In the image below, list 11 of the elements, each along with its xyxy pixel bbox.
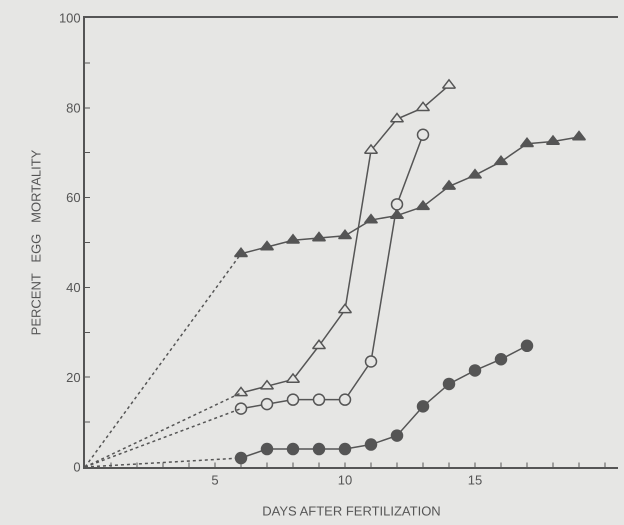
y-axis-title: PERCENT EGG MORTALITY [28,149,44,336]
x-tick-label: 10 [338,472,352,488]
y-tick-label: 100 [58,10,81,26]
y-tick-label: 0 [73,460,81,475]
y-tick-label: 80 [66,100,81,116]
x-tick-label: 5 [211,472,219,488]
y-tick-label: 60 [66,190,81,206]
y-tick-label: 20 [66,370,81,385]
x-tick-label: 15 [468,472,482,488]
y-tick-label: 40 [66,280,81,295]
x-axis-title: DAYS AFTER FERTILIZATION [262,503,441,518]
